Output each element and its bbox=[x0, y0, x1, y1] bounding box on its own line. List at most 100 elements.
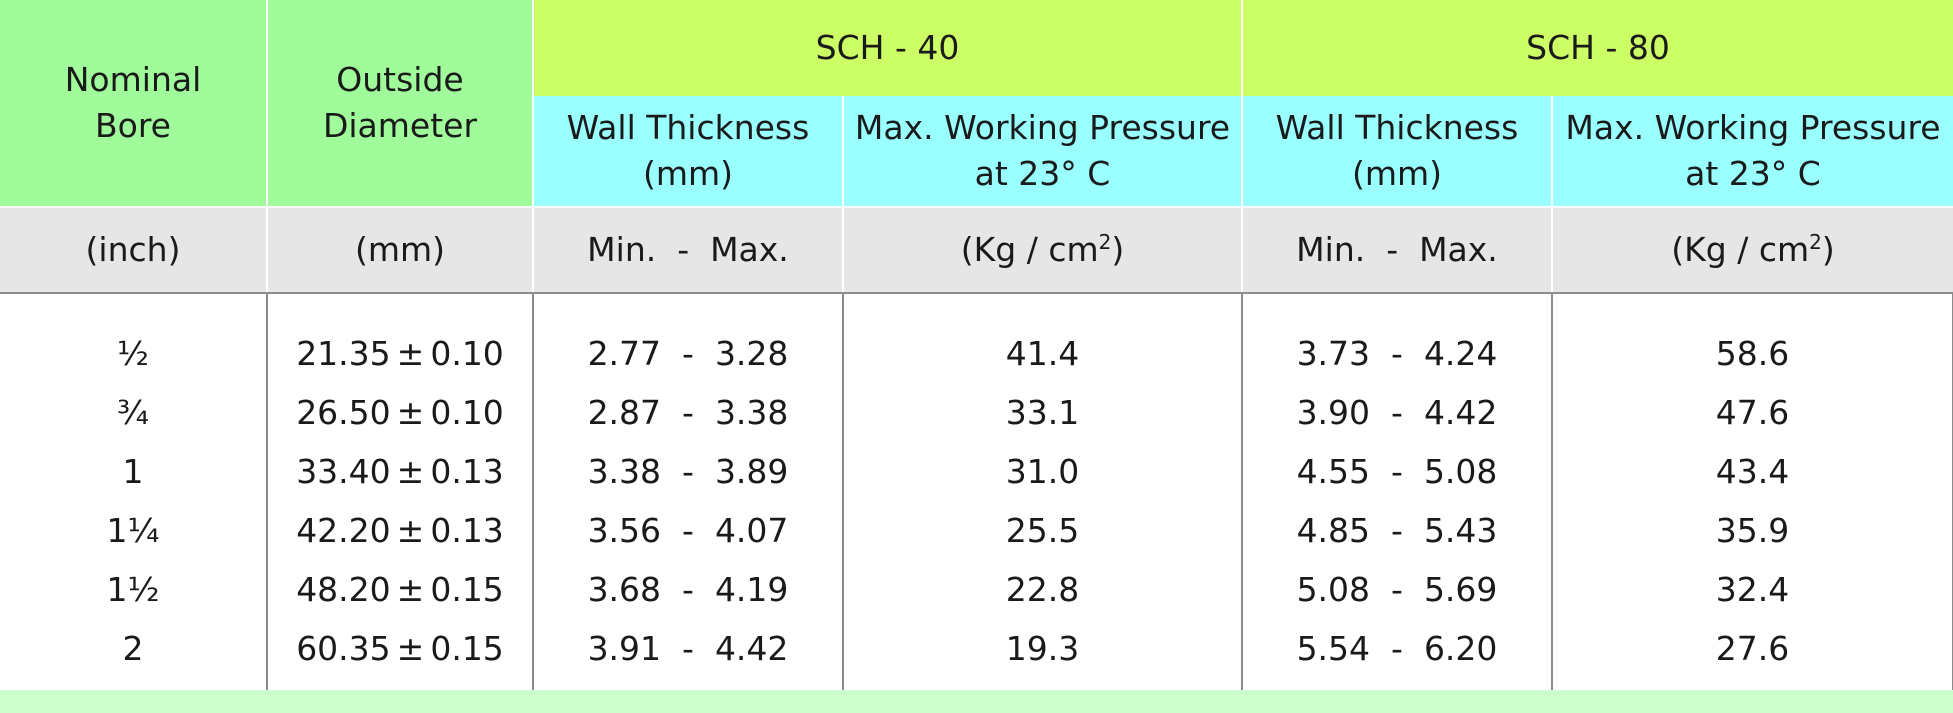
table-row: 1¼ 42.20 ±0.13 3.56 - 4.07 25.5 4.85 - 5.43 35… bbox=[0, 501, 1953, 560]
cell-sch40-min: 3.68 bbox=[587, 569, 662, 609]
unit-bore: (inch) bbox=[0, 206, 267, 294]
header-nominal-bore-line-2: Bore bbox=[95, 106, 171, 145]
cell-sch40-min: 3.91 bbox=[587, 628, 662, 668]
range-dash: - bbox=[682, 569, 694, 609]
cell-nominal-bore: 1½ bbox=[106, 569, 160, 609]
cell-sch80-wall-thickness: 5.54 - 6.20 bbox=[1241, 619, 1552, 696]
header-sch40: SCH - 40 bbox=[532, 0, 1242, 96]
plus-minus-symbol: ± bbox=[396, 333, 425, 373]
range-dash: - bbox=[1391, 451, 1403, 491]
cell-od-tolerance: 0.15 bbox=[430, 628, 504, 668]
cell-outside-diameter: 42.20 ±0.13 bbox=[266, 501, 533, 560]
header-sch40-wall-thickness-line-2: (mm) bbox=[642, 154, 734, 193]
header-nominal-bore-line-1: Nominal bbox=[64, 60, 202, 99]
plus-minus-symbol: ± bbox=[396, 569, 425, 609]
range-dash: - bbox=[1391, 569, 1403, 609]
pipe-spec-table: Nominal Bore Outside Diameter SCH - 40 S… bbox=[0, 0, 1953, 696]
unit-diameter: (mm) bbox=[266, 206, 533, 294]
header-row-1: Nominal Bore Outside Diameter SCH - 40 S… bbox=[0, 0, 1953, 207]
header-sch80-wall-thickness: Wall Thickness (mm) bbox=[1241, 96, 1552, 207]
cell-nominal-bore: 2 bbox=[0, 619, 267, 696]
range-dash: - bbox=[682, 333, 694, 373]
cell-sch80-min: 4.85 bbox=[1296, 510, 1371, 550]
cell-sch40-wall-thickness: 3.91 - 4.42 bbox=[532, 619, 843, 696]
header-sch40-wall-thickness-line-1: Wall Thickness bbox=[566, 108, 810, 147]
cell-sch80-pressure: 27.6 bbox=[1551, 619, 1953, 696]
cell-sch80-max: 6.20 bbox=[1423, 628, 1498, 668]
cell-outside-diameter: 60.35 ±0.15 bbox=[266, 619, 533, 696]
cell-sch80-wall-thickness: 4.55 - 5.08 bbox=[1241, 442, 1552, 501]
range-dash: - bbox=[1391, 510, 1403, 550]
range-dash: - bbox=[1391, 333, 1403, 373]
unit-pressure-superscript: 2 bbox=[1809, 230, 1822, 254]
range-dash: - bbox=[682, 628, 694, 668]
cell-sch40-wall-thickness: 3.68 - 4.19 bbox=[532, 560, 843, 619]
cell-od-value: 21.35 bbox=[296, 333, 391, 373]
header-row-2: Wall Thickness (mm) Max. Working Pressur… bbox=[0, 96, 1953, 207]
plus-minus-symbol: ± bbox=[396, 451, 425, 491]
plus-minus-symbol: ± bbox=[396, 510, 425, 550]
cell-sch80-wall-thickness: 3.73 - 4.24 bbox=[1241, 293, 1552, 383]
cell-nominal-bore: ¾ bbox=[117, 392, 149, 432]
cell-nominal-bore: 1¼ bbox=[106, 510, 160, 550]
cell-sch40-pressure: 25.5 bbox=[842, 501, 1242, 560]
cell-sch40-max: 4.07 bbox=[714, 510, 789, 550]
cell-sch40-max: 3.28 bbox=[714, 333, 789, 373]
cell-sch80-max: 5.08 bbox=[1423, 451, 1498, 491]
header-sch80-max-pressure-line-2: at 23° C bbox=[1685, 154, 1821, 193]
unit-pressure-prefix: (Kg / cm bbox=[960, 230, 1099, 269]
unit-sch40-range: Min. - Max. bbox=[532, 206, 843, 294]
header-nominal-bore: Nominal Bore bbox=[0, 0, 268, 207]
cell-od-tolerance: 0.10 bbox=[430, 392, 504, 432]
cell-sch80-min: 3.73 bbox=[1296, 333, 1371, 373]
cell-od-tolerance: 0.15 bbox=[430, 569, 504, 609]
range-dash: - bbox=[682, 451, 694, 491]
cell-sch80-wall-thickness: 5.08 - 5.69 bbox=[1241, 560, 1552, 619]
cell-outside-diameter: 33.40 ±0.13 bbox=[266, 442, 533, 501]
header-outside-diameter-line-2: Diameter bbox=[322, 106, 478, 145]
cell-sch80-wall-thickness: 4.85 - 5.43 bbox=[1241, 501, 1552, 560]
cell-sch40-min: 2.77 bbox=[587, 333, 662, 373]
cell-sch40-pressure: 41.4 bbox=[842, 293, 1242, 383]
unit-pressure-suffix: ) bbox=[1821, 230, 1835, 269]
cell-od-value: 33.40 bbox=[296, 451, 391, 491]
cell-od-value: 48.20 bbox=[296, 569, 391, 609]
cell-sch80-pressure: 35.9 bbox=[1551, 501, 1953, 560]
cell-sch80-min: 4.55 bbox=[1296, 451, 1371, 491]
range-dash: - bbox=[682, 392, 694, 432]
header-outside-diameter-line-1: Outside bbox=[336, 60, 464, 99]
unit-sch40-pressure: (Kg / cm2) bbox=[842, 206, 1242, 294]
cell-sch80-max: 5.69 bbox=[1423, 569, 1498, 609]
cell-od-value: 42.20 bbox=[296, 510, 391, 550]
cell-sch80-pressure: 58.6 bbox=[1551, 293, 1953, 383]
header-sch80-wall-thickness-line-1: Wall Thickness bbox=[1275, 108, 1519, 147]
cell-sch40-min: 3.56 bbox=[587, 510, 662, 550]
header-sch40-max-pressure-line-1: Max. Working Pressure bbox=[854, 108, 1231, 147]
units-row: (inch) (mm) Min. - Max. (Kg / cm2) Min. … bbox=[0, 206, 1953, 294]
cell-sch40-max: 3.89 bbox=[714, 451, 789, 491]
unit-pressure-prefix: (Kg / cm bbox=[1671, 230, 1810, 269]
range-dash: - bbox=[1391, 392, 1403, 432]
cell-sch80-max: 4.24 bbox=[1423, 333, 1498, 373]
header-sch80-max-pressure-line-1: Max. Working Pressure bbox=[1565, 108, 1941, 147]
unit-pressure-superscript: 2 bbox=[1098, 230, 1112, 254]
cell-sch80-max: 4.42 bbox=[1423, 392, 1498, 432]
cell-sch40-max: 3.38 bbox=[714, 392, 789, 432]
cell-sch80-min: 5.08 bbox=[1296, 569, 1371, 609]
cell-sch80-max: 5.43 bbox=[1423, 510, 1498, 550]
cell-sch40-wall-thickness: 2.77 - 3.28 bbox=[532, 293, 843, 383]
cell-nominal-bore: ½ bbox=[117, 333, 149, 373]
table-row: 2 60.35 ±0.15 3.91 - 4.42 19.3 5.54 - 6.20 27.… bbox=[0, 619, 1953, 696]
cell-sch80-pressure: 43.4 bbox=[1551, 442, 1953, 501]
cell-od-tolerance: 0.10 bbox=[430, 333, 504, 373]
header-sch40-max-pressure-line-2: at 23° C bbox=[974, 154, 1111, 193]
cell-sch40-pressure: 22.8 bbox=[842, 560, 1242, 619]
cell-outside-diameter: 21.35 ±0.10 bbox=[266, 293, 533, 383]
cell-sch40-pressure: 19.3 bbox=[842, 619, 1242, 696]
unit-pressure-suffix: ) bbox=[1111, 230, 1125, 269]
cell-sch40-wall-thickness: 2.87 - 3.38 bbox=[532, 383, 843, 442]
table-row: 1½ 48.20 ±0.15 3.68 - 4.19 22.8 5.08 - 5.69 32… bbox=[0, 560, 1953, 619]
cell-sch40-wall-thickness: 3.38 - 3.89 bbox=[532, 442, 843, 501]
plus-minus-symbol: ± bbox=[396, 392, 425, 432]
cell-sch80-pressure: 47.6 bbox=[1551, 383, 1953, 442]
